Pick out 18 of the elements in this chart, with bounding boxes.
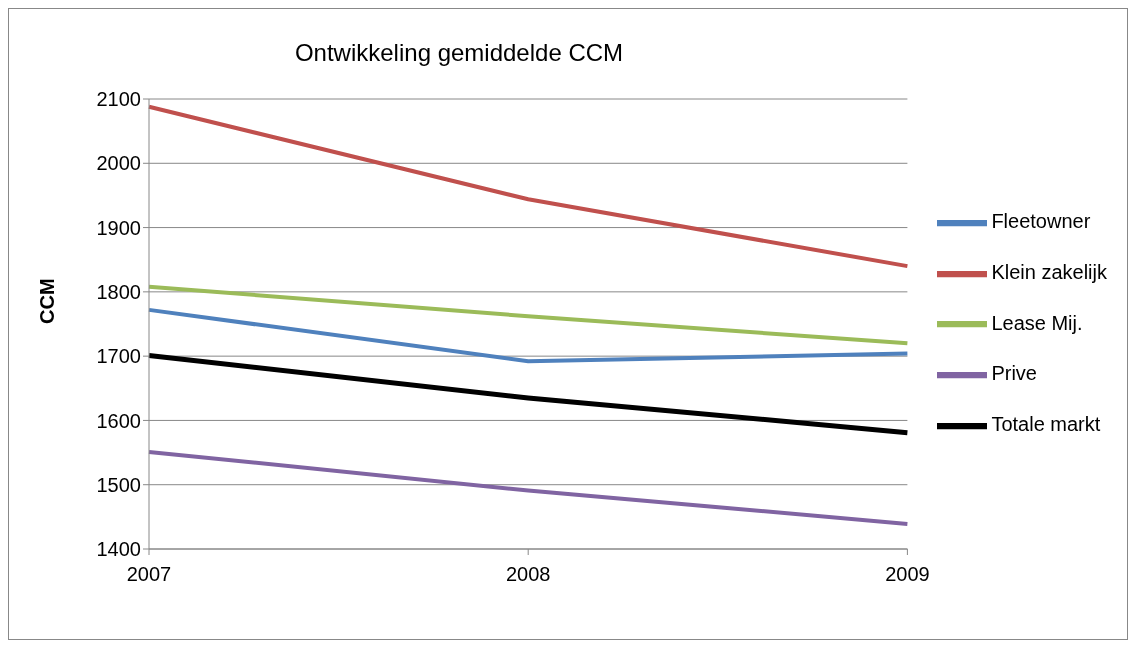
legend-label: Klein zakelijk: [991, 260, 1107, 283]
chart-title: Ontwikkeling gemiddelde CCM: [293, 39, 625, 67]
y-tick-label: 1500: [96, 473, 141, 496]
legend-label: Totale markt: [991, 413, 1101, 436]
x-tick-label: 2007: [126, 563, 172, 586]
y-axis-title: CCM: [36, 278, 59, 324]
y-tick-label: 2100: [96, 88, 141, 111]
y-tick-label: 1600: [96, 409, 141, 432]
y-tick-label: 1700: [96, 345, 141, 368]
y-tick-label: 1900: [96, 216, 141, 239]
legend-label: Prive: [991, 362, 1037, 385]
y-tick-label: 1800: [96, 280, 141, 303]
legend-label: Fleetowner: [991, 210, 1091, 233]
y-tick-label: 1400: [96, 538, 141, 561]
y-tick-label: 2000: [96, 152, 141, 175]
x-tick-label: 2009: [885, 563, 930, 586]
legend-label: Lease Mij.: [991, 311, 1083, 334]
x-tick-label: 2008: [505, 563, 551, 586]
